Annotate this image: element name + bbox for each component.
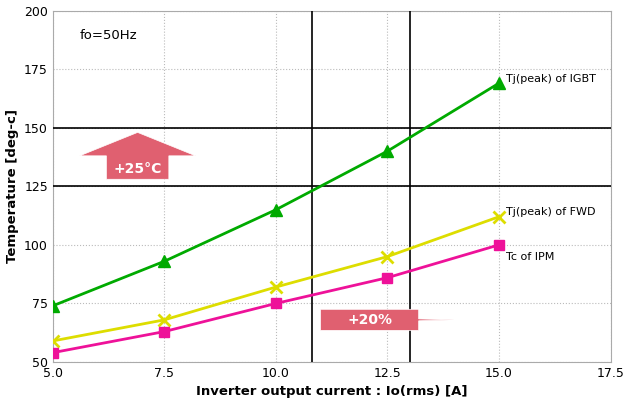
Text: fo=50Hz: fo=50Hz <box>79 29 137 42</box>
Text: +20%: +20% <box>347 313 392 327</box>
Text: Tj(peak) of FWD: Tj(peak) of FWD <box>506 207 595 217</box>
Text: Tc of IPM: Tc of IPM <box>506 252 554 261</box>
X-axis label: Inverter output current : Io(rms) [A]: Inverter output current : Io(rms) [A] <box>196 385 467 398</box>
Polygon shape <box>79 133 195 179</box>
Text: +25°C: +25°C <box>113 162 162 176</box>
Polygon shape <box>321 309 454 330</box>
Y-axis label: Temperature [deg-c]: Temperature [deg-c] <box>6 109 18 263</box>
Text: Tj(peak) of IGBT: Tj(peak) of IGBT <box>506 74 595 84</box>
